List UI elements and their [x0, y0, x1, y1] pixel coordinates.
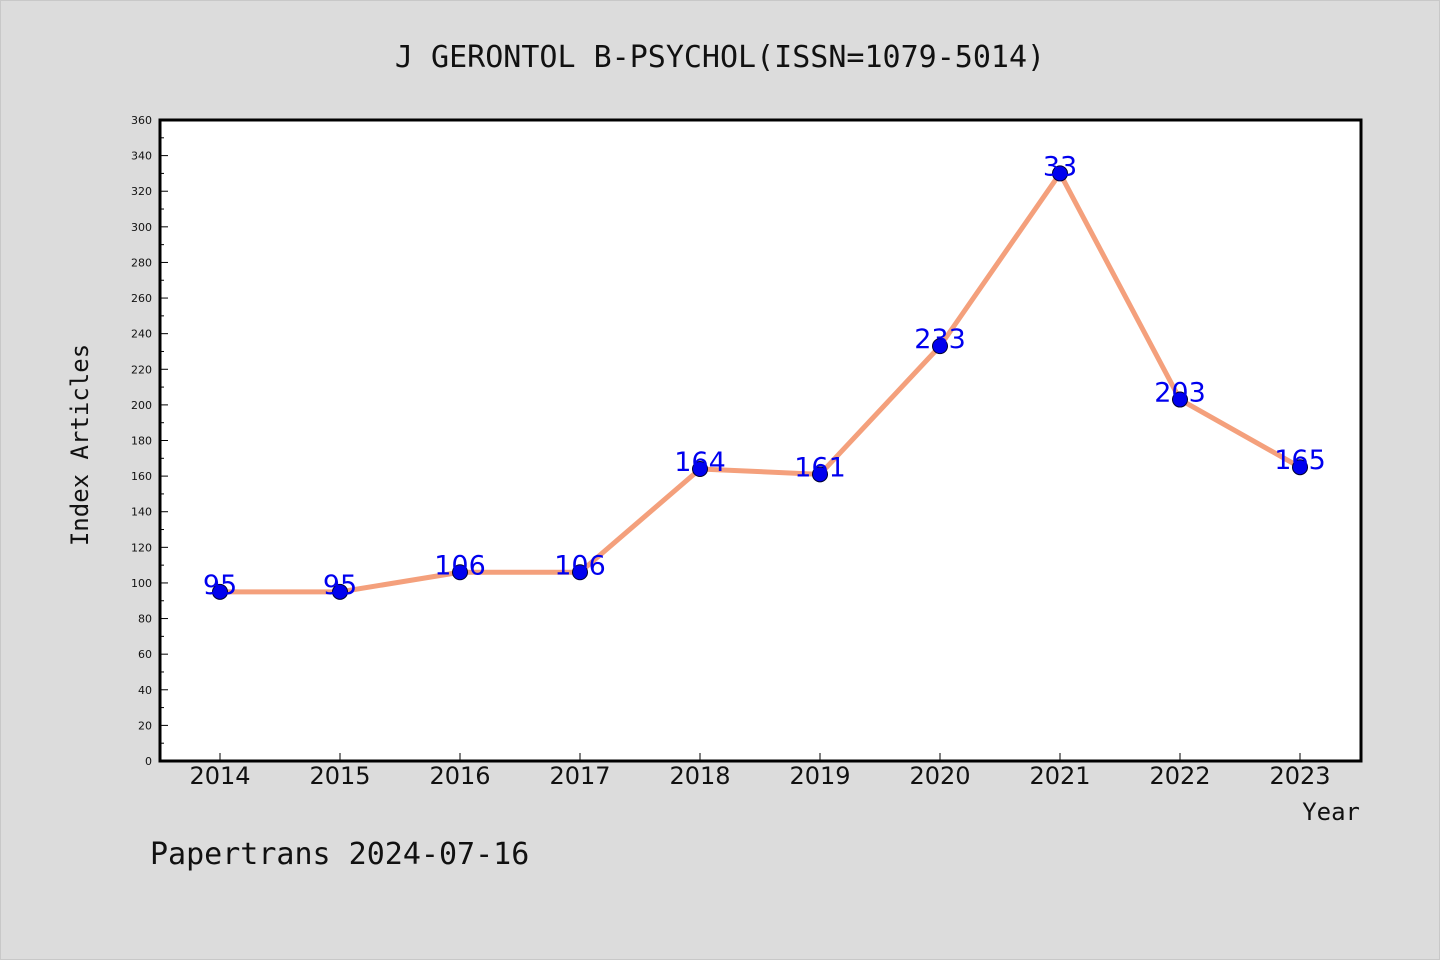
footer-watermark: Papertrans 2024-07-16 [150, 837, 529, 872]
data-label: 165 [1274, 445, 1326, 476]
data-label: 164 [674, 447, 726, 478]
x-tick-label: 2017 [549, 762, 610, 790]
data-label: 106 [434, 550, 486, 581]
y-tick-label: 160 [131, 470, 152, 483]
plot-area [160, 120, 1361, 761]
x-tick-label: 2021 [1029, 762, 1090, 790]
y-tick-label: 80 [138, 613, 152, 626]
x-tick-label: 2016 [429, 762, 490, 790]
data-point [1052, 165, 1068, 182]
y-tick-label: 320 [131, 185, 152, 198]
axis-ticks: 0 20 40 60 80 100 120 140 160 180 200 220 240 260 280 3… [131, 114, 1331, 790]
data-point [692, 460, 708, 477]
y-tick-label: 360 [131, 114, 152, 127]
data-point [332, 583, 348, 600]
y-tick-label: 340 [131, 150, 152, 163]
y-tick-label: 260 [131, 292, 152, 305]
data-label: 95 [203, 570, 237, 601]
y-tick-label: 0 [145, 755, 152, 768]
y-tick-label: 60 [138, 648, 152, 661]
data-point [812, 466, 828, 483]
x-tick-label: 2020 [909, 762, 970, 790]
series-line [217, 170, 1303, 595]
data-point [212, 583, 228, 600]
y-tick-label: 140 [131, 506, 152, 519]
data-point [572, 564, 588, 581]
x-tick-label: 2019 [789, 762, 850, 790]
y-tick-label: 180 [131, 435, 152, 448]
y-tick-label: 20 [138, 719, 152, 732]
y-tick-label: 200 [131, 399, 152, 412]
data-point [452, 564, 468, 581]
data-label: 95 [323, 570, 357, 601]
y-tick-label: 280 [131, 256, 152, 269]
data-point [932, 338, 948, 355]
y-tick-label: 300 [131, 221, 152, 234]
y-tick-label: 100 [131, 577, 152, 590]
data-label: 203 [1154, 378, 1206, 409]
data-point [1172, 391, 1188, 408]
plot-frame [158, 118, 1363, 763]
data-label: 161 [794, 452, 846, 483]
y-tick-label: 120 [131, 541, 152, 554]
x-tick-label: 2022 [1149, 762, 1210, 790]
x-tick-label: 2015 [309, 762, 370, 790]
y-axis-label: Index Articles [66, 344, 94, 546]
data-label: 106 [554, 550, 606, 581]
x-axis-label: Year [1302, 798, 1360, 826]
series-layer [212, 165, 1308, 600]
data-point [1292, 459, 1308, 476]
y-tick-label: 240 [131, 328, 152, 341]
y-tick-label: 40 [138, 684, 152, 697]
data-label: 33 [1043, 151, 1077, 182]
data-label: 233 [914, 324, 966, 355]
data-labels: 95 95 106 106 164 161 233 33 203 165 [203, 151, 1326, 600]
y-tick-label: 220 [131, 363, 152, 376]
x-tick-label: 2014 [189, 762, 250, 790]
x-tick-label: 2018 [669, 762, 730, 790]
chart-title: J GERONTOL B-PSYCHOL(ISSN=1079-5014) [395, 40, 1045, 75]
x-tick-label: 2023 [1269, 762, 1330, 790]
